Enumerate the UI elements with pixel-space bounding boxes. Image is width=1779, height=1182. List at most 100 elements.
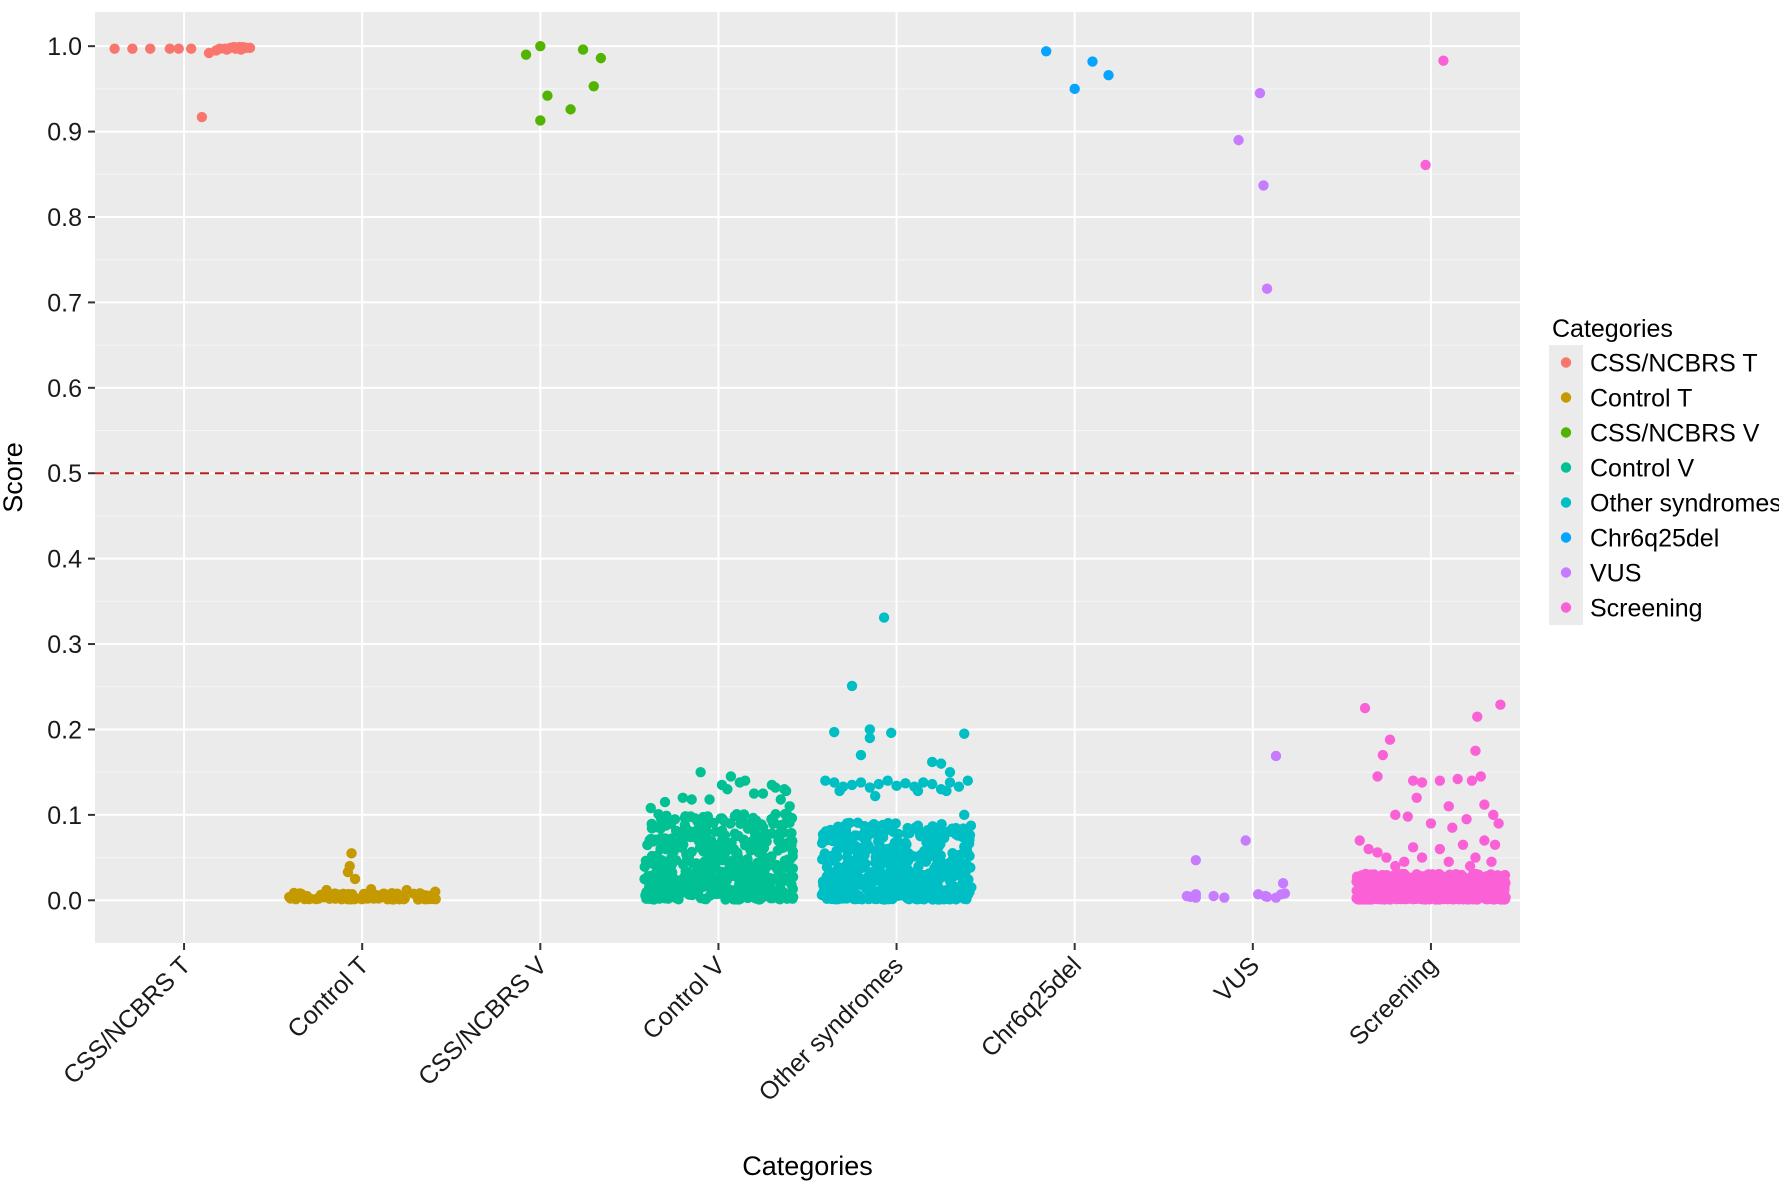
data-point [713,846,724,857]
data-point [935,850,946,861]
x-tick-label: Other syndromes [753,951,908,1106]
y-tick-label: 0.5 [47,460,82,488]
data-point [955,826,967,838]
data-point [666,867,677,878]
data-point [851,830,862,841]
data-point [704,890,716,901]
data-point [1279,888,1291,899]
data-point [145,43,156,54]
data-point [228,41,240,53]
data-point [824,871,836,883]
x-tick-label: CSS/NCBRS V [413,951,553,1091]
data-point [1438,55,1449,66]
data-point [1453,881,1464,892]
data-point [861,884,873,895]
data-point [964,829,976,841]
legend-key-dot [1560,427,1572,438]
data-point [932,861,944,873]
data-point [863,871,874,882]
data-point [686,794,697,805]
data-point [1495,699,1506,710]
data-point [365,883,377,895]
data-point [878,889,890,900]
data-point [1493,818,1504,829]
data-point [1103,70,1114,81]
data-point [127,43,138,54]
data-point [887,826,899,837]
data-point [766,828,778,839]
data-point [926,778,938,790]
data-point [731,809,742,820]
data-point [738,871,749,883]
x-tick-label: Control V [637,951,731,1045]
data-point [864,782,876,793]
data-point [342,889,354,900]
data-point [738,834,750,846]
data-point [1359,702,1371,714]
data-point [680,831,692,842]
data-point [954,849,965,861]
data-point [1240,835,1251,846]
data-point [1479,835,1490,846]
data-point [932,894,944,905]
data-point [940,870,951,881]
data-point [693,836,705,847]
data-point [1363,843,1374,855]
data-point [1470,852,1481,863]
data-point [1190,854,1202,866]
data-point [840,874,851,886]
data-point [734,777,746,788]
data-point [820,775,831,786]
data-point [1419,892,1430,904]
data-point [660,815,672,826]
data-point [164,43,176,54]
data-point [914,850,926,861]
data-point [913,825,925,836]
data-point [394,894,405,905]
data-point [577,44,589,55]
data-point [911,866,922,877]
data-point [1372,847,1383,858]
data-point [1436,878,1447,890]
data-point [829,777,840,788]
data-point [656,867,667,878]
data-point [652,850,663,861]
data-point [342,866,354,878]
data-point [1407,775,1419,786]
data-point [1469,886,1481,897]
legend-label: CSS/NCBRS V [1590,420,1760,448]
data-point [882,843,893,855]
data-point [882,775,893,786]
data-point [770,809,781,820]
data-point [918,777,929,788]
y-tick-label: 0.3 [47,631,82,659]
data-point [719,879,731,890]
data-point [646,890,658,902]
data-point [775,826,787,837]
y-tick-label: 0.4 [47,546,82,574]
data-point [782,854,793,865]
data-point [682,852,693,863]
data-point [719,830,731,841]
data-point [903,850,914,862]
data-point [776,890,788,902]
x-tick-label: Control T [282,951,374,1043]
data-point [944,766,956,778]
data-point [401,884,412,896]
data-point [333,890,344,901]
data-point [1441,893,1453,904]
data-point [730,893,741,905]
data-point [841,859,852,871]
legend-items: CSS/NCBRS T Control T CSS/NCBRS V Control V… [1549,345,1779,625]
data-point [690,867,702,878]
data-point [378,888,389,899]
data-point [1461,813,1472,825]
data-point [1449,870,1461,881]
data-point [419,893,430,904]
legend-label: Chr6q25del [1590,525,1719,553]
data-point [1406,888,1417,899]
data-point [743,888,755,900]
legend-label: CSS/NCBRS T [1590,350,1758,378]
data-point [655,823,666,834]
data-point [735,818,746,830]
